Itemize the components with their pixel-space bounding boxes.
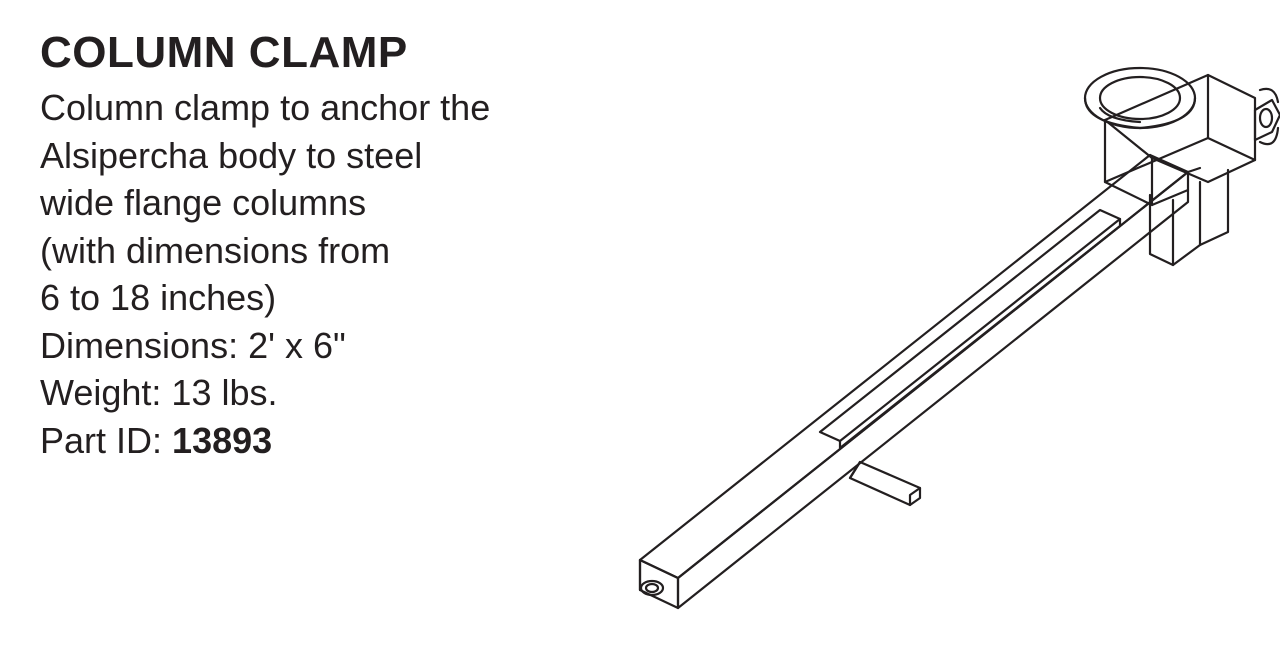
part-id-value: 13893 [172, 420, 272, 461]
desc-line-2: Alsipercha body to steel [40, 132, 600, 180]
weight-spec: Weight: 13 lbs. [40, 369, 600, 417]
weight-value: 13 lbs. [171, 372, 277, 413]
desc-line-3: wide flange columns [40, 179, 600, 227]
desc-line-1: Column clamp to anchor the [40, 84, 600, 132]
product-diagram [560, 0, 1280, 640]
dimensions-label: Dimensions: [40, 325, 238, 366]
desc-line-4: (with dimensions from [40, 227, 600, 275]
product-title: COLUMN CLAMP [40, 28, 600, 78]
clamp-line-drawing [560, 0, 1280, 640]
dimensions-spec: Dimensions: 2' x 6" [40, 322, 600, 370]
part-id-spec: Part ID: 13893 [40, 417, 600, 465]
desc-line-5: 6 to 18 inches) [40, 274, 600, 322]
product-text-block: COLUMN CLAMP Column clamp to anchor the … [40, 28, 600, 464]
weight-label: Weight: [40, 372, 161, 413]
part-id-label: Part ID: [40, 420, 162, 461]
dimensions-value: 2' x 6" [248, 325, 346, 366]
